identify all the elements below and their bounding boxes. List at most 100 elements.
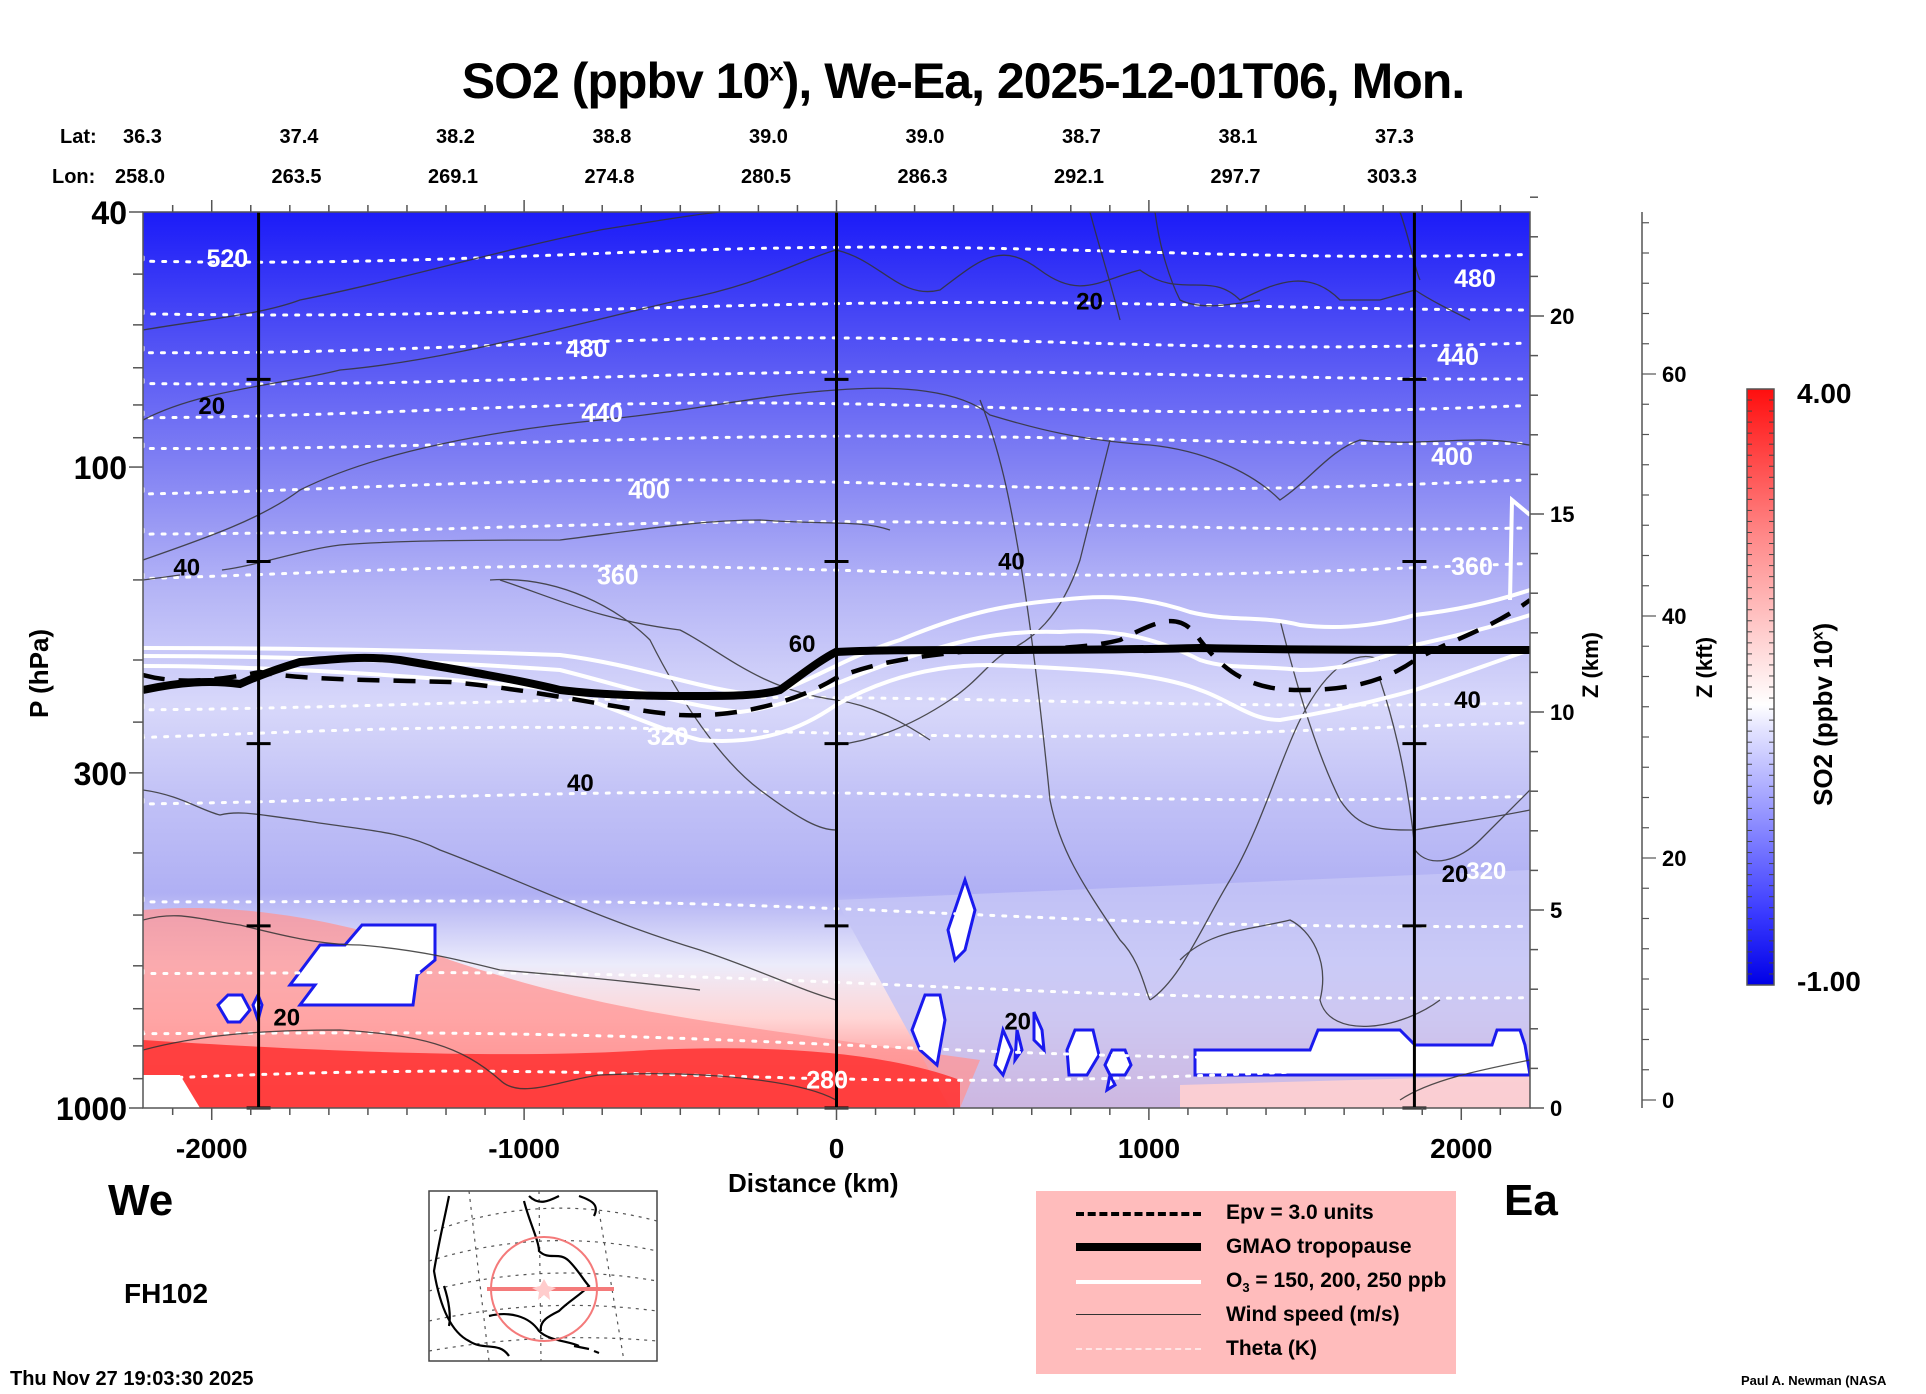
kft-tick-label: 0 [1662,1088,1674,1113]
legend-label: Theta (K) [1226,1337,1317,1360]
wind-contour [143,519,891,581]
mask-blob [1065,1028,1101,1077]
east-label: Ea [1504,1176,1558,1225]
wind-contour [143,212,721,331]
z-km-tick-label: 0 [1550,1096,1562,1121]
lon-value: 286.3 [897,166,948,188]
colorbar-max-label: 4.00 [1797,378,1852,409]
theta-label: 480 [1454,265,1496,293]
y-tick-label: 100 [74,450,127,486]
so2-field-red-east [1180,1075,1530,1108]
lon-value: 297.7 [1210,166,1261,188]
theta-contour [143,896,1525,929]
wind-contour [143,249,1471,421]
mask-blob [216,993,252,1024]
tropopause-line [143,643,1530,701]
x-axis-title: Distance (km) [728,1168,899,1198]
kft-tick-label: 40 [1662,604,1686,629]
theta-label: 320 [647,723,689,751]
legend-item-tropopause: GMAO tropopause [1036,1229,1456,1263]
wind-speed-label: 40 [567,770,594,797]
wind-speed-label: 40 [1454,687,1481,714]
lat-value: 39.0 [749,126,788,148]
lon-value: 303.3 [1367,166,1418,188]
dashed-line-swatch [1076,1212,1201,1216]
lon-value: 258.0 [115,166,166,188]
theta-contour [143,369,1525,386]
theta-label: 480 [566,335,608,363]
x-tick-label: 2000 [1430,1133,1492,1164]
z-km-tick-label: 20 [1550,304,1574,329]
theta-label: 360 [1451,553,1493,581]
wind-contour [499,579,931,741]
z-km-tick-label: 15 [1550,502,1574,527]
wind-speed-label: 20 [1076,289,1103,316]
legend-item-wind: Wind speed (m/s) [1036,1297,1456,1331]
theta-label: 520 [206,245,248,273]
wind-speed-label: 20 [1442,861,1469,888]
plot-timestamp: Thu Nov 27 19:03:30 2025 [10,1368,254,1390]
lat-value: 36.3 [123,126,162,148]
wind-contour [143,915,701,991]
lat-value: 39.0 [905,126,945,148]
forecast-hour: FH102 [124,1278,209,1309]
white-line-swatch [1076,1280,1201,1284]
theta-contour [143,562,1525,581]
wind-contour [1399,1059,1530,1101]
lon-label: Lon: [52,166,96,188]
y-tick-label: 1000 [56,1091,127,1127]
lat-value: 38.8 [592,126,632,148]
kft-tick-label: 60 [1662,362,1686,387]
legend-label: GMAO tropopause [1226,1235,1412,1258]
axes: -2000 -1000 0 1000 2000 40 100 300 1000 0 5 10 15 20 [56,195,1575,1164]
kft-tick-label: 20 [1662,846,1686,871]
thin-line-swatch [1076,1314,1201,1315]
lon-value: 269.1 [428,166,479,188]
wind-contour [979,399,1151,1001]
theta-contours [143,245,1525,1082]
west-label: We [108,1176,174,1225]
colorbar-ticks [1747,399,1774,975]
map-graticule [428,1190,658,1362]
wind-speed-label: 40 [998,549,1025,576]
mask-blob [287,923,437,1007]
y-axis-title: P (hPa) [24,628,54,718]
ozone-contour [143,588,1530,698]
wind-speed-label: 20 [273,1005,300,1032]
colorbar [1746,388,1775,986]
map-coastlines [432,1194,600,1357]
colorbar-min-label: -1.00 [1797,966,1861,997]
lat-value: 38.2 [436,126,475,148]
lat-value: 38.1 [1218,126,1258,148]
wind-contour [143,387,1530,561]
theta-contour [143,300,1525,317]
legend-label: O3 = 150, 200, 250 ppb [1226,1269,1447,1296]
theta-contour [143,721,1525,740]
z-kft-axis-title: Z (kft) [1692,636,1717,698]
mask-blob [946,875,977,963]
theta-label: 440 [581,400,623,428]
lat-label: Lat: [60,126,97,148]
legend-label: Wind speed (m/s) [1226,1303,1400,1326]
so2-field-red-core [143,1040,960,1108]
mask-blob [1032,1011,1046,1055]
ozone-contour [143,495,1530,715]
theta-label: 440 [1437,343,1479,371]
wind-contour [1089,212,1421,321]
theta-contour [143,245,1525,264]
map-frame [428,1190,658,1362]
dotted-line-swatch [1076,1348,1201,1350]
wind-speed-label: 320 [1466,858,1506,885]
wind-speed-label: 40 [173,555,200,582]
mask-blob [1193,1028,1530,1077]
so2-field-white-bottom [143,1075,200,1108]
legend: Epv = 3.0 units GMAO tropopause O3 = 150… [1036,1191,1456,1374]
legend-label: Epv = 3.0 units [1226,1201,1374,1224]
mask-blob [1103,1048,1133,1077]
kft-axis: 0 20 40 60 [1641,212,1686,1113]
lat-value: 38.7 [1062,126,1101,148]
y-tick-label: 300 [74,756,127,792]
mask-blob [1104,1070,1117,1094]
lon-value: 263.5 [271,166,322,188]
theta-label: 400 [628,476,670,504]
